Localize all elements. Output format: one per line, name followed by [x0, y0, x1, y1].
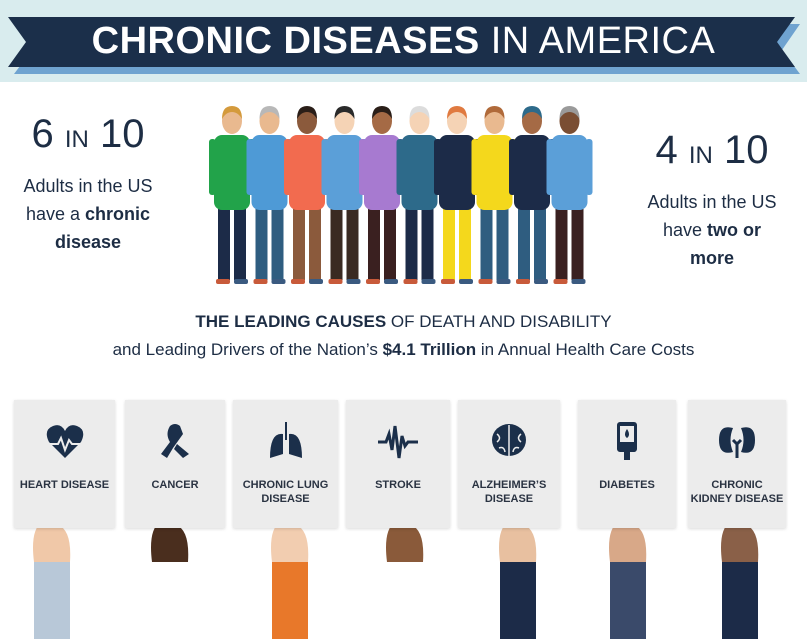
person-figure	[396, 106, 443, 284]
heart-icon	[46, 425, 83, 458]
page-title: CHRONIC DISEASES IN AMERICA	[91, 20, 716, 62]
disease-card: DIABETES	[578, 400, 676, 528]
hand	[609, 503, 647, 639]
disease-label: CHRONIC KIDNEY DISEASE	[690, 479, 784, 505]
disease-card: STROKE	[346, 400, 450, 528]
hands-holding-cards	[33, 503, 759, 639]
right-stat-line3: more	[689, 248, 734, 268]
left-stat-line1: Adults in the US	[23, 176, 153, 196]
disease-label: HEART DISEASE	[19, 479, 110, 491]
left-stat: 6 IN 10 Adults in the US have a chronic …	[0, 110, 176, 256]
disease-label: DIABETES	[599, 479, 655, 491]
person-figure	[546, 106, 593, 284]
right-stat: 4 IN 10 Adults in the US have two or mor…	[624, 126, 800, 272]
person-figure	[246, 106, 293, 284]
ribbon-icon	[161, 424, 189, 458]
person-figure	[284, 106, 330, 284]
left-stat-ratio: 6 IN 10	[31, 112, 145, 156]
hand	[151, 503, 189, 639]
right-stat-line1: Adults in the US	[647, 192, 777, 212]
subtitle-line1: THE LEADING CAUSES OF DEATH AND DISABILI…	[195, 312, 612, 331]
disease-card: CHRONIC LUNG DISEASE	[233, 400, 338, 528]
hand	[499, 503, 537, 639]
left-stat-line2: have a chronic	[25, 204, 151, 224]
right-stat-ratio: 4 IN 10	[655, 128, 769, 172]
disease-label: CHRONIC LUNG DISEASE	[242, 479, 329, 505]
hand	[386, 503, 424, 639]
hand	[33, 503, 71, 639]
person-figure	[434, 106, 480, 284]
person-figure	[359, 106, 405, 284]
disease-card: HEART DISEASE	[14, 400, 115, 528]
left-stat-line3: disease	[54, 232, 122, 252]
person-figure	[321, 106, 368, 284]
hand	[721, 503, 759, 639]
kidneys-icon	[719, 427, 755, 458]
lungs-icon	[269, 422, 302, 458]
disease-label: STROKE	[375, 479, 421, 491]
disease-label: ALZHEIMER’S DISEASE	[471, 479, 547, 505]
person-figure	[471, 106, 518, 284]
person-figure	[209, 106, 255, 284]
right-stat-line2: have two or	[662, 220, 762, 240]
hand	[271, 503, 309, 639]
title-ribbon	[8, 17, 800, 74]
subtitle-line2: and Leading Drivers of the Nation’s $4.1…	[112, 340, 695, 359]
brain-icon	[492, 424, 526, 456]
disease-card: CANCER	[125, 400, 225, 528]
disease-card: ALZHEIMER’S DISEASE	[458, 400, 560, 528]
disease-label: CANCER	[151, 479, 199, 491]
pulse-icon	[378, 425, 418, 459]
person-figure	[509, 106, 555, 284]
disease-card: CHRONIC KIDNEY DISEASE	[688, 400, 786, 528]
people-illustration	[209, 106, 593, 284]
glucose-meter-icon	[617, 422, 637, 460]
